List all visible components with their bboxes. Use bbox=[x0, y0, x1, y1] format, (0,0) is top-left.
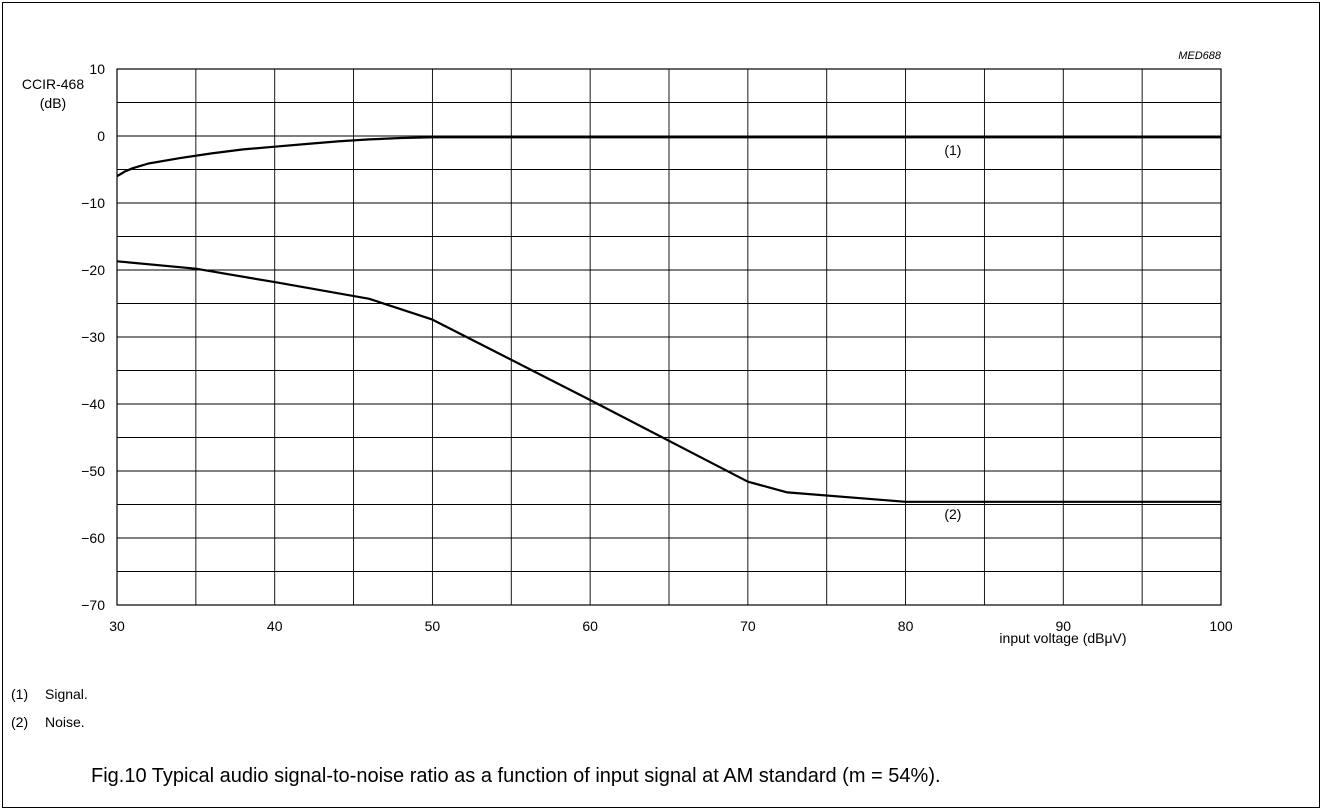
x-tick-label: 50 bbox=[425, 618, 441, 634]
legend-key: (1) bbox=[11, 686, 29, 702]
chart: 30 40 50 60 70 80 90 100100−10−20−30−40−50−60−7… bbox=[22, 50, 1233, 646]
y-tick-label: −70 bbox=[81, 597, 105, 613]
y-tick-label: −20 bbox=[81, 262, 105, 278]
y-tick-label: −10 bbox=[81, 195, 105, 211]
series-label-2: (2) bbox=[944, 506, 961, 522]
x-tick-label: 70 bbox=[740, 618, 756, 634]
legend-item-signal: (1) Signal. bbox=[11, 686, 88, 702]
y-tick-label: −40 bbox=[81, 396, 105, 412]
legend-text: Noise. bbox=[45, 714, 85, 730]
x-tick-label: 80 bbox=[898, 618, 914, 634]
y-tick-label: 10 bbox=[89, 61, 105, 77]
series-line-2 bbox=[116, 260, 1221, 503]
x-axis-title: input voltage (dBμV) bbox=[999, 630, 1126, 646]
axes: 30 40 50 60 70 80 90 100100−10−20−30−40−50−60−7… bbox=[81, 61, 1233, 634]
labels: (1) (2) bbox=[944, 142, 961, 522]
plot-area-border bbox=[116, 68, 1222, 606]
y-axis-title-line2: (dB) bbox=[40, 95, 66, 111]
grid bbox=[116, 68, 1222, 606]
figure-code: MED688 bbox=[1178, 50, 1222, 62]
series-layer bbox=[116, 136, 1221, 503]
y-tick-label: −30 bbox=[81, 329, 105, 345]
x-tick-label: 100 bbox=[1209, 618, 1233, 634]
x-tick-label: 30 bbox=[109, 618, 125, 634]
x-tick-label: 40 bbox=[267, 618, 283, 634]
legend-item-noise: (2) Noise. bbox=[11, 714, 85, 730]
x-tick-label: 90 bbox=[1055, 618, 1071, 634]
y-tick-label: −50 bbox=[81, 463, 105, 479]
legend-text: Signal. bbox=[45, 686, 88, 702]
x-tick-label: 60 bbox=[582, 618, 598, 634]
y-tick-label: −60 bbox=[81, 530, 105, 546]
legend-key: (2) bbox=[11, 714, 29, 730]
y-axis-title-line1: CCIR-468 bbox=[22, 76, 84, 92]
y-tick-label: 0 bbox=[97, 128, 105, 144]
figure-caption: Fig.10 Typical audio signal-to-noise rat… bbox=[91, 765, 941, 787]
series-line-1 bbox=[116, 136, 1221, 178]
series-label-1: (1) bbox=[944, 142, 961, 158]
